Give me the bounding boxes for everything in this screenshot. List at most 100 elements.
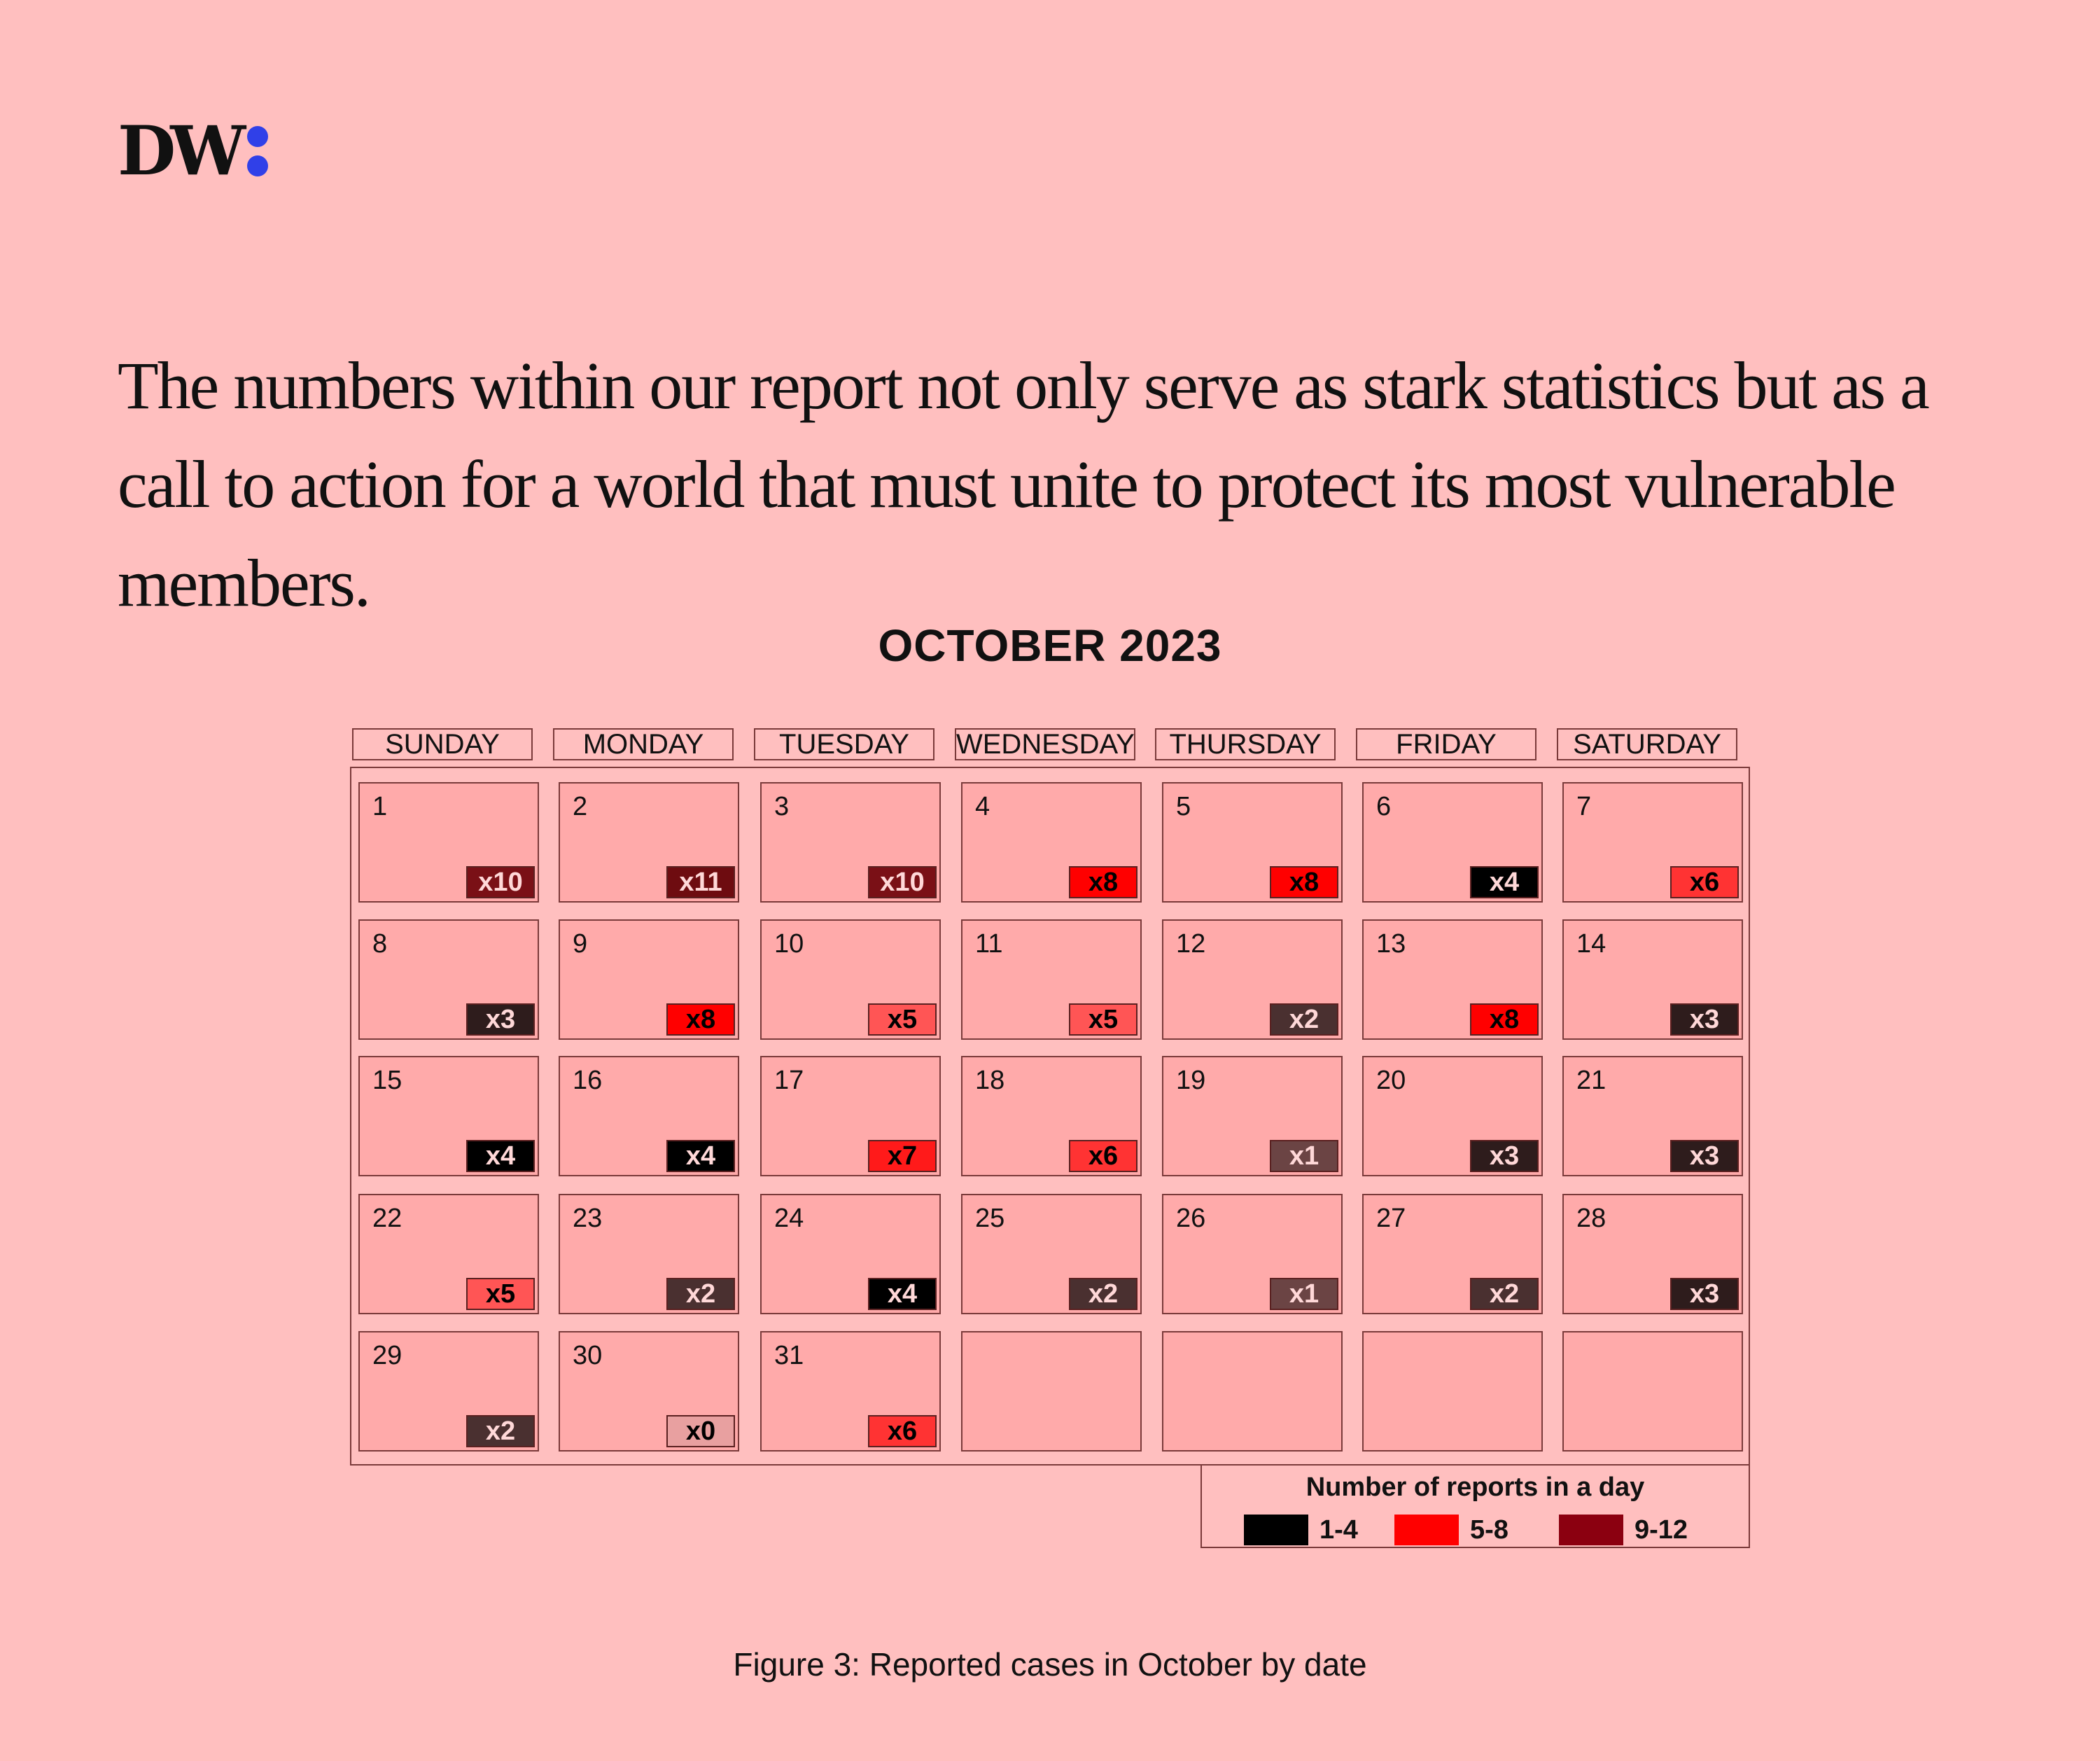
report-count-badge: x6 — [1069, 1140, 1138, 1172]
day-number: 31 — [774, 1341, 804, 1370]
day-number: 17 — [774, 1066, 804, 1095]
report-count-badge: x6 — [868, 1415, 937, 1447]
report-count-badge: x11 — [666, 866, 735, 898]
day-number: 22 — [372, 1204, 402, 1233]
day-cell: 3 x10 — [760, 782, 941, 903]
day-cell: 6 x4 — [1362, 782, 1543, 903]
report-count-badge: x8 — [1069, 866, 1138, 898]
report-count-badge: x5 — [868, 1003, 937, 1036]
day-cell: 30 x0 — [559, 1331, 739, 1452]
day-number: 28 — [1576, 1204, 1606, 1233]
report-count-badge: x1 — [1270, 1140, 1338, 1172]
calendar-grid — [350, 767, 1750, 1466]
day-cell: 10 x5 — [760, 919, 941, 1040]
report-count-badge: x2 — [466, 1415, 535, 1447]
day-cell: 12 x2 — [1162, 919, 1343, 1040]
day-number: 29 — [372, 1341, 402, 1370]
report-count-badge: x6 — [1670, 866, 1739, 898]
empty-day-cell — [961, 1331, 1142, 1452]
legend-label: 1-4 — [1320, 1515, 1358, 1545]
weekday-label-sunday: SUNDAY — [352, 728, 533, 760]
report-count-badge: x2 — [1270, 1003, 1338, 1036]
day-cell: 1 x10 — [358, 782, 539, 903]
report-count-badge: x2 — [1470, 1278, 1539, 1310]
day-number: 13 — [1376, 929, 1406, 959]
report-count-badge: x2 — [666, 1278, 735, 1310]
report-count-badge: x3 — [1670, 1140, 1739, 1172]
day-number: 19 — [1176, 1066, 1206, 1095]
day-cell: 20 x3 — [1362, 1056, 1543, 1176]
day-cell: 4 x8 — [961, 782, 1142, 903]
logo-text: DW — [118, 111, 246, 190]
day-cell: 29 x2 — [358, 1331, 539, 1452]
legend-label: 9-12 — [1634, 1515, 1688, 1545]
day-cell: 26 x1 — [1162, 1194, 1343, 1314]
day-cell: 13 x8 — [1362, 919, 1543, 1040]
day-number: 18 — [975, 1066, 1005, 1095]
day-number: 3 — [774, 792, 790, 821]
legend-label: 5-8 — [1470, 1515, 1508, 1545]
day-cell: 14 x3 — [1562, 919, 1743, 1040]
empty-day-cell — [1362, 1331, 1543, 1452]
day-cell: 9 x8 — [559, 919, 739, 1040]
day-number: 25 — [975, 1204, 1005, 1233]
day-number: 9 — [573, 929, 588, 959]
report-count-badge: x2 — [1069, 1278, 1138, 1310]
empty-day-cell — [1162, 1331, 1343, 1452]
report-count-badge: x3 — [1470, 1140, 1539, 1172]
day-cell: 5 x8 — [1162, 782, 1343, 903]
day-number: 7 — [1576, 792, 1592, 821]
logo-colon-icon — [247, 126, 269, 176]
day-number: 24 — [774, 1204, 804, 1233]
day-number: 20 — [1376, 1066, 1406, 1095]
report-count-badge: x3 — [1670, 1003, 1739, 1036]
legend-title: Number of reports in a day — [1306, 1473, 1645, 1502]
report-count-badge: x1 — [1270, 1278, 1338, 1310]
day-number: 12 — [1176, 929, 1206, 959]
empty-day-cell — [1562, 1331, 1743, 1452]
weekday-label-friday: FRIDAY — [1356, 728, 1536, 760]
day-number: 4 — [975, 792, 990, 821]
legend-swatch — [1244, 1515, 1308, 1545]
report-count-badge: x4 — [1470, 866, 1539, 898]
legend-swatch — [1559, 1515, 1623, 1545]
day-cell: 16 x4 — [559, 1056, 739, 1176]
day-cell: 31 x6 — [760, 1331, 941, 1452]
day-cell: 28 x3 — [1562, 1194, 1743, 1314]
day-number: 27 — [1376, 1204, 1406, 1233]
day-number: 1 — [372, 792, 388, 821]
day-number: 30 — [573, 1341, 603, 1370]
day-number: 16 — [573, 1066, 603, 1095]
report-count-badge: x7 — [868, 1140, 937, 1172]
day-number: 15 — [372, 1066, 402, 1095]
day-number: 14 — [1576, 929, 1606, 959]
day-number: 8 — [372, 929, 388, 959]
dw-logo: DW — [118, 111, 269, 190]
day-number: 23 — [573, 1204, 603, 1233]
day-number: 5 — [1176, 792, 1191, 821]
day-cell: 7 x6 — [1562, 782, 1743, 903]
report-count-badge: x10 — [868, 866, 937, 898]
day-number: 11 — [975, 929, 1003, 959]
chart-title: OCTOBER 2023 — [878, 620, 1222, 671]
report-count-badge: x5 — [1069, 1003, 1138, 1036]
day-number: 6 — [1376, 792, 1392, 821]
legend: Number of reports in a day 1-4 5-8 9-12 — [1200, 1466, 1750, 1548]
day-cell: 24 x4 — [760, 1194, 941, 1314]
day-cell: 19 x1 — [1162, 1056, 1343, 1176]
day-cell: 8 x3 — [358, 919, 539, 1040]
day-number: 10 — [774, 929, 804, 959]
report-count-badge: x4 — [666, 1140, 735, 1172]
day-cell: 17 x7 — [760, 1056, 941, 1176]
weekday-label-saturday: SATURDAY — [1557, 728, 1737, 760]
day-cell: 25 x2 — [961, 1194, 1142, 1314]
day-cell: 27 x2 — [1362, 1194, 1543, 1314]
weekday-label-thursday: THURSDAY — [1155, 728, 1336, 760]
weekday-label-tuesday: TUESDAY — [754, 728, 934, 760]
day-number: 2 — [573, 792, 588, 821]
report-count-badge: x8 — [1270, 866, 1338, 898]
day-cell: 15 x4 — [358, 1056, 539, 1176]
weekday-label-monday: MONDAY — [553, 728, 734, 760]
figure-caption: Figure 3: Reported cases in October by d… — [733, 1646, 1367, 1683]
day-cell: 18 x6 — [961, 1056, 1142, 1176]
